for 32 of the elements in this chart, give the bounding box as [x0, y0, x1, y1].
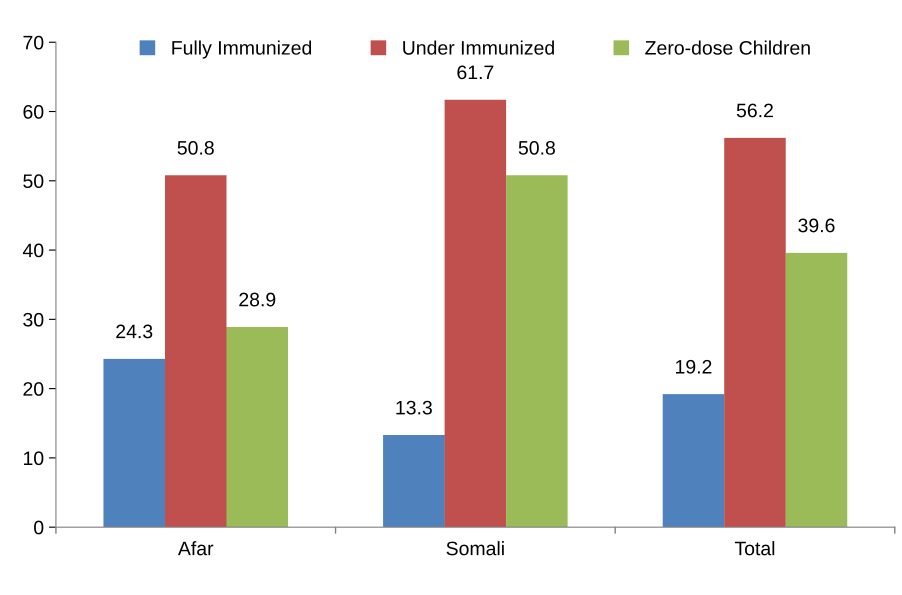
legend-label: Zero-dose Children	[645, 40, 810, 55]
y-tick-label: 10	[24, 451, 44, 466]
data-label: 28.9	[239, 292, 276, 306]
x-tick-label: Afar	[178, 541, 214, 556]
bar	[506, 175, 568, 528]
legend-label: Under Immunized	[403, 40, 554, 55]
data-label: 13.3	[396, 400, 432, 415]
data-label: 24.3	[116, 324, 152, 338]
y-tick-label: 30	[23, 312, 44, 327]
y-tick-label: 50	[23, 174, 44, 188]
y-tick-label: 0	[34, 520, 44, 534]
bar	[662, 394, 724, 528]
x-tick-label: Somali	[446, 541, 504, 556]
data-label: 61.7	[457, 65, 494, 80]
bar	[444, 100, 506, 528]
y-tick-label: 40	[22, 244, 44, 258]
data-label: 50.8	[178, 140, 214, 155]
y-tick-label: 20	[23, 382, 44, 396]
x-tick-label: Total	[734, 541, 774, 556]
y-tick-label: 70	[23, 36, 44, 50]
legend-label: Fully Immunized	[172, 40, 312, 59]
bar	[226, 326, 288, 528]
bar	[724, 138, 786, 528]
y-tick-label: 60	[23, 104, 44, 119]
data-label: 39.6	[798, 218, 835, 232]
data-label: 50.8	[518, 140, 555, 155]
data-label: 56.2	[736, 104, 773, 118]
bar	[164, 175, 226, 528]
bar	[383, 435, 445, 528]
data-label: 19.2	[676, 360, 712, 374]
bar	[786, 252, 848, 528]
bar	[103, 358, 165, 528]
